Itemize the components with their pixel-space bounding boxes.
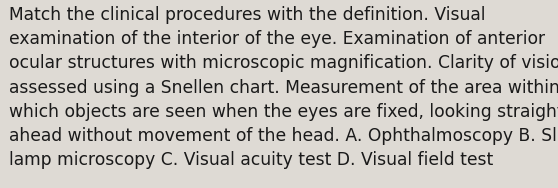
Text: Match the clinical procedures with the definition. Visual
examination of the int: Match the clinical procedures with the d… [9, 6, 558, 169]
